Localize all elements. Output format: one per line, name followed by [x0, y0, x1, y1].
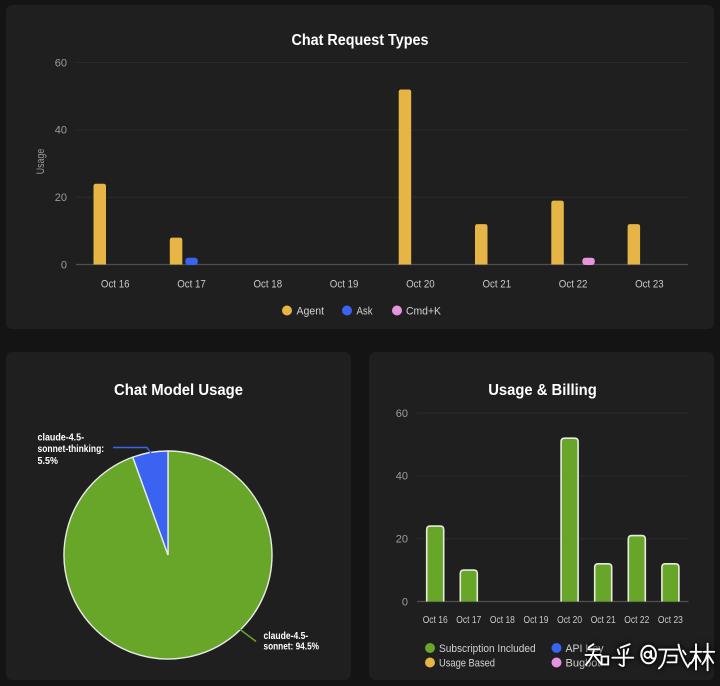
svg-text:20: 20 [55, 192, 67, 204]
svg-text:Oct 23: Oct 23 [635, 279, 664, 291]
svg-text:Usage & Billing: Usage & Billing [488, 382, 597, 399]
svg-text:Oct 19: Oct 19 [330, 279, 359, 291]
svg-text:40: 40 [55, 125, 67, 137]
svg-text:sonnet: 94.5%: sonnet: 94.5% [264, 641, 320, 652]
svg-text:5.5%: 5.5% [38, 456, 58, 467]
svg-text:Oct 22: Oct 22 [624, 615, 649, 626]
svg-text:Oct 18: Oct 18 [254, 279, 283, 291]
svg-text:claude-4.5-: claude-4.5- [38, 432, 85, 443]
svg-text:20: 20 [396, 534, 408, 546]
svg-text:Oct 21: Oct 21 [591, 615, 616, 626]
svg-text:Oct 23: Oct 23 [658, 615, 683, 626]
svg-text:Oct 17: Oct 17 [456, 615, 481, 626]
svg-text:60: 60 [55, 57, 67, 69]
svg-text:Chat Model Usage: Chat Model Usage [114, 382, 243, 399]
svg-text:40: 40 [396, 471, 408, 483]
svg-text:Subscription Included: Subscription Included [439, 643, 536, 655]
svg-text:Chat Request Types: Chat Request Types [292, 32, 429, 49]
svg-text:Bugbot: Bugbot [566, 657, 601, 669]
svg-text:Oct 16: Oct 16 [101, 279, 130, 291]
svg-text:Oct 16: Oct 16 [423, 615, 448, 626]
svg-text:Oct 18: Oct 18 [490, 615, 515, 626]
svg-text:Oct 21: Oct 21 [483, 279, 512, 291]
svg-text:Oct 22: Oct 22 [559, 279, 588, 291]
svg-text:0: 0 [61, 259, 67, 271]
svg-text:Agent: Agent [297, 305, 325, 317]
svg-text:Oct 20: Oct 20 [406, 279, 435, 291]
svg-text:60: 60 [396, 408, 408, 420]
svg-text:sonnet-thinking:: sonnet-thinking: [38, 444, 105, 455]
svg-text:claude-4.5-: claude-4.5- [264, 631, 309, 642]
svg-text:Usage Based: Usage Based [439, 657, 495, 669]
svg-text:Oct 20: Oct 20 [557, 615, 582, 626]
svg-text:Oct 19: Oct 19 [524, 615, 549, 626]
svg-text:Ask: Ask [357, 305, 373, 317]
svg-text:0: 0 [402, 596, 408, 608]
svg-text:Cmd+K: Cmd+K [406, 305, 442, 317]
svg-text:Oct 17: Oct 17 [177, 279, 206, 291]
svg-text:Usage: Usage [35, 149, 47, 175]
